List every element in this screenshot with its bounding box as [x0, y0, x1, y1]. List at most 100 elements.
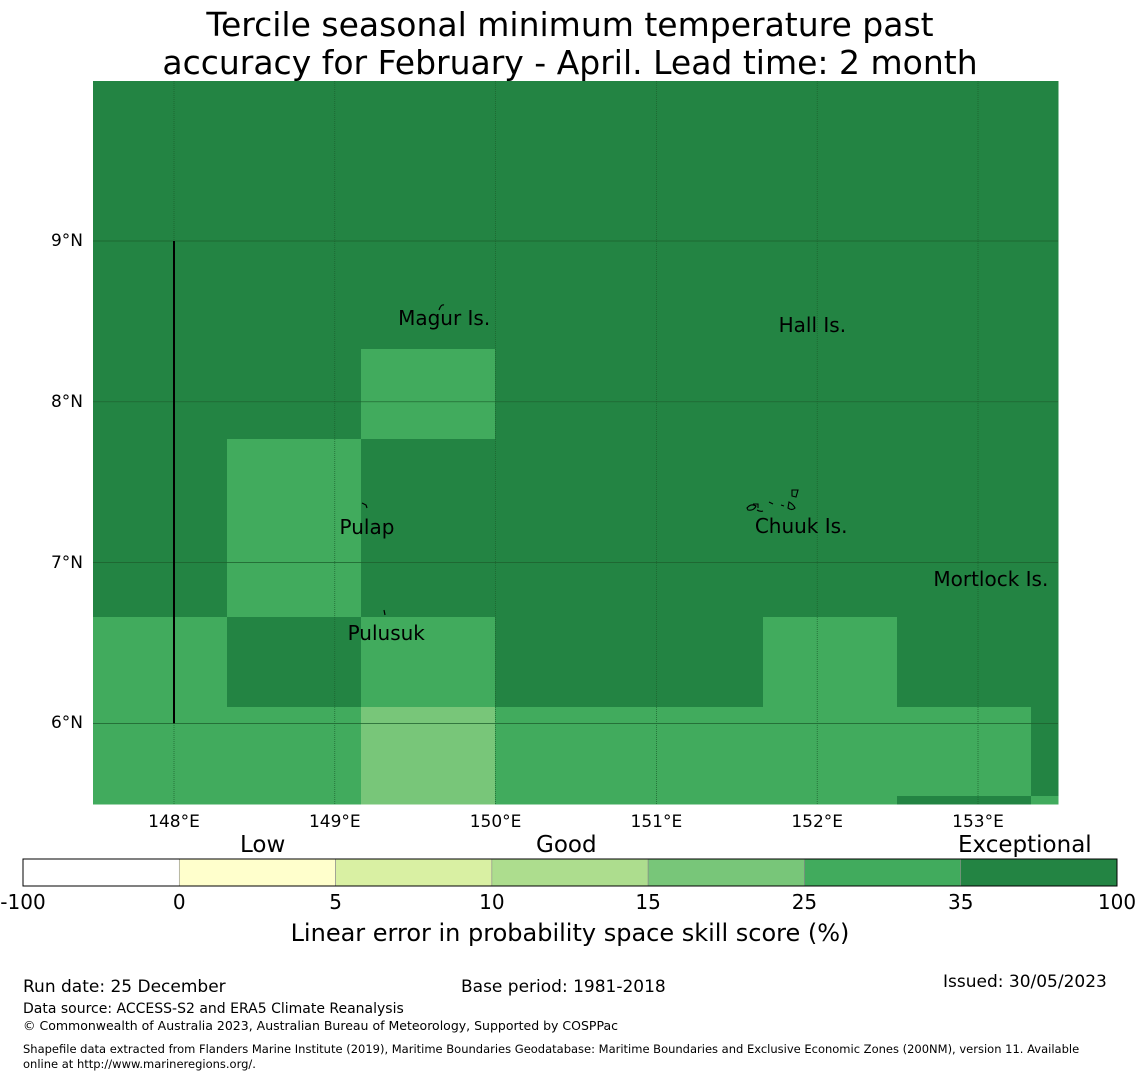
colorbar-bin — [178, 858, 336, 887]
grid-cell — [897, 617, 1032, 708]
colorbar-tick-label: -100 — [0, 890, 46, 914]
grid-cell — [629, 439, 764, 529]
grid-cell — [1031, 81, 1059, 350]
grid-cell — [495, 617, 630, 708]
grid-cell — [1031, 617, 1059, 708]
colorbar-tick-label: 35 — [947, 890, 974, 914]
grid-cell — [361, 528, 496, 618]
magur-island-outline — [438, 304, 445, 311]
skill-grid — [93, 81, 1059, 805]
pulap-island-outline — [361, 502, 368, 509]
longitude-tick-label: 151°E — [630, 812, 683, 832]
title-line-1: Tercile seasonal minimum temperature pas… — [206, 5, 934, 44]
run-date: Run date: 25 December — [23, 977, 226, 997]
grid-cell — [495, 796, 630, 805]
shapefile-credit-line-2: online at http://www.marineregions.org/. — [23, 1057, 256, 1071]
grid-cell — [93, 707, 228, 797]
category-low: Low — [240, 832, 286, 858]
grid-cell — [629, 707, 764, 797]
grid-cell — [763, 439, 898, 529]
colorbar-tick-label: 10 — [479, 890, 505, 914]
grid-cell — [93, 81, 228, 350]
graticule — [93, 81, 1058, 804]
grid-cell — [495, 439, 630, 529]
longitude-tick-label: 152°E — [791, 812, 844, 832]
issued-date: Issued: 30/05/2023 — [943, 972, 1107, 992]
island-outlines — [361, 304, 799, 616]
grid-cell — [629, 796, 764, 805]
place-label: Mortlock Is. — [933, 566, 1049, 591]
colorbar-frame — [22, 858, 1118, 887]
latitude-tick-label: 7°N — [50, 552, 83, 573]
grid-cell — [361, 707, 496, 797]
grid-cell — [1031, 439, 1059, 529]
colorbar-bin — [804, 858, 962, 887]
grid-cell — [93, 349, 228, 440]
grid-cell — [763, 707, 898, 797]
grid-cell — [1031, 707, 1059, 797]
colorbar — [22, 858, 1118, 887]
grid-cell — [495, 528, 630, 618]
longitude-tick-label: 148°E — [148, 812, 200, 832]
grid-cell — [897, 349, 1032, 440]
grid-cell — [227, 617, 362, 708]
colorbar-tick-label: 15 — [635, 890, 661, 914]
chart-title: Tercile seasonal minimum temperature pas… — [0, 6, 1140, 82]
latitude-tick-label: 9°N — [50, 231, 83, 251]
base-period: Base period: 1981-2018 — [461, 977, 666, 997]
longitude-tick-label: 153°E — [952, 812, 1004, 832]
grid-cell — [629, 528, 764, 618]
grid-cell — [763, 796, 898, 805]
colorbar-tick-label: 25 — [791, 890, 818, 914]
place-label: Hall Is. — [778, 312, 847, 337]
title-line-2: accuracy for February - April. Lead time… — [162, 43, 978, 82]
grid-cell — [361, 439, 496, 529]
grid-cell — [763, 81, 898, 350]
colorbar-tick-label: 0 — [172, 890, 186, 914]
grid-cell — [361, 81, 496, 350]
grid-cell — [227, 439, 362, 529]
longitude-tick-label: 149°E — [308, 812, 361, 832]
latitude-tick-label: 6°N — [50, 713, 83, 734]
grid-cell — [1031, 796, 1059, 805]
grid-cell — [227, 349, 362, 440]
grid-cell — [361, 617, 496, 708]
colorbar-tick-label: 5 — [329, 890, 342, 914]
grid-cell — [495, 81, 630, 350]
data-source: Data source: ACCESS-S2 and ERA5 Climate … — [23, 1001, 404, 1017]
grid-cell — [897, 796, 1032, 805]
grid-cell — [227, 81, 362, 350]
colorbar-bin — [960, 858, 1118, 887]
grid-cell — [897, 528, 1032, 618]
pulusuk-island-outline — [383, 609, 386, 616]
colorbar-bin — [22, 858, 180, 887]
colorbar-title: Linear error in probability space skill … — [290, 919, 850, 947]
shapefile-credit-line-1: Shapefile data extracted from Flanders M… — [23, 1042, 1080, 1056]
colorbar-tick-label: 100 — [1097, 890, 1137, 914]
grid-cell — [763, 617, 898, 708]
grid-cell — [495, 349, 630, 440]
copyright-notice: © Commonwealth of Australia 2023, Austra… — [23, 1018, 618, 1033]
grid-cell — [495, 707, 630, 797]
grid-cell — [897, 439, 1032, 529]
grid-cell — [93, 528, 228, 618]
grid-cell — [93, 617, 228, 708]
place-label: Chuuk Is. — [754, 513, 848, 538]
grid-cell — [629, 81, 764, 350]
chuuk-lagoon-outline — [746, 489, 799, 512]
skill-map — [93, 81, 1059, 805]
colorbar-bin — [647, 858, 805, 887]
place-label: Magur Is. — [398, 306, 491, 331]
longitude-tick-label: 150°E — [469, 812, 522, 832]
grid-cell — [763, 349, 898, 440]
colorbar-bins — [22, 858, 1118, 887]
grid-cell — [227, 707, 362, 797]
place-label: Pulusuk — [347, 621, 425, 646]
grid-cell — [227, 528, 362, 618]
grid-cell — [897, 707, 1032, 797]
grid-cell — [629, 349, 764, 440]
category-good: Good — [536, 832, 597, 858]
colorbar-bin — [335, 858, 493, 887]
latitude-tick-label: 8°N — [50, 391, 83, 412]
grid-cell — [93, 796, 228, 805]
